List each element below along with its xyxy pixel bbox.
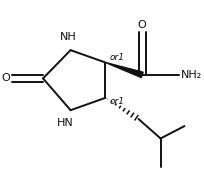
Text: HN: HN [57,118,73,128]
Text: O: O [1,73,10,83]
Text: or1: or1 [109,97,124,106]
Text: O: O [138,20,147,30]
Polygon shape [105,62,143,78]
Text: NH₂: NH₂ [181,70,202,80]
Text: NH: NH [60,32,77,42]
Text: or1: or1 [109,53,124,62]
